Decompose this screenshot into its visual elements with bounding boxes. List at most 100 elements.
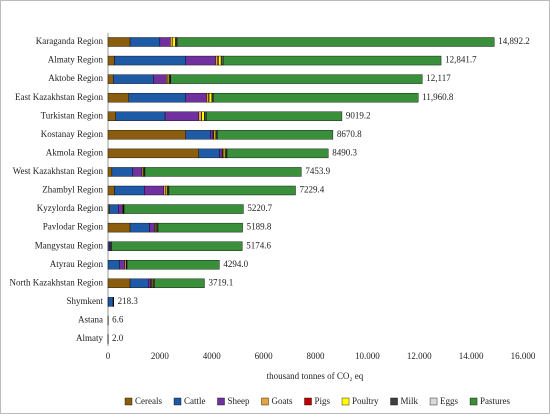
bar-segment bbox=[130, 223, 149, 232]
bar-segment bbox=[127, 260, 219, 269]
bar-segment bbox=[108, 279, 130, 288]
bar-segment bbox=[108, 260, 120, 269]
total-label: 12,841.7 bbox=[445, 55, 477, 65]
total-label: 7229.4 bbox=[300, 185, 325, 195]
bar-segment bbox=[148, 279, 151, 288]
legend-label: Eggs bbox=[440, 396, 458, 406]
y-tick-label: Turkistan Region bbox=[41, 110, 104, 120]
legend-label: Pastures bbox=[480, 396, 510, 406]
x-tick-label: 0 bbox=[106, 351, 111, 361]
bar-segment bbox=[165, 112, 199, 121]
legend-swatch bbox=[391, 398, 398, 405]
legend-swatch bbox=[470, 398, 477, 405]
bar-segment bbox=[129, 93, 186, 102]
legend-label: Sheep bbox=[228, 396, 250, 406]
bar-segment bbox=[218, 56, 221, 65]
y-tick-label: Akmola Region bbox=[46, 147, 104, 157]
total-label: 12,117 bbox=[426, 73, 451, 83]
bar-segment bbox=[214, 130, 216, 139]
total-label: 8490.3 bbox=[332, 147, 357, 157]
total-label: 218.3 bbox=[118, 296, 139, 306]
legend-label: Cattle bbox=[184, 396, 206, 406]
legend-label: Cereals bbox=[135, 396, 162, 406]
bar-segment bbox=[173, 38, 176, 47]
bar-segment bbox=[116, 112, 165, 121]
total-label: 2.0 bbox=[112, 333, 124, 343]
bar-segment bbox=[108, 149, 199, 158]
bar-segment bbox=[169, 186, 296, 195]
y-tick-label: Shymkent bbox=[66, 296, 103, 306]
y-tick-label: Atyrau Region bbox=[50, 259, 104, 269]
bar-segment bbox=[113, 75, 153, 84]
bar-segment bbox=[220, 149, 223, 158]
bar-segment bbox=[108, 186, 114, 195]
x-tick-label: 14.000 bbox=[459, 351, 484, 361]
bar-segment bbox=[154, 279, 204, 288]
bar-segment bbox=[145, 167, 301, 176]
bar-segment bbox=[108, 56, 114, 65]
total-label: 4294.0 bbox=[223, 259, 248, 269]
bar-segment bbox=[130, 279, 148, 288]
bar-segment bbox=[199, 112, 202, 121]
bar-segment bbox=[171, 75, 423, 84]
bar-segment bbox=[112, 167, 133, 176]
legend-swatch bbox=[305, 398, 312, 405]
bar-segment bbox=[144, 186, 163, 195]
legend-swatch bbox=[342, 398, 349, 405]
bar-segment bbox=[108, 112, 116, 121]
x-axis-label: thousand tonnes of CO₂ eq bbox=[267, 371, 364, 381]
bar-segment bbox=[150, 223, 155, 232]
bar-segment bbox=[214, 93, 418, 102]
bar-segment bbox=[130, 38, 160, 47]
y-tick-label: Kostanay Region bbox=[41, 129, 104, 139]
bar-segment bbox=[114, 186, 144, 195]
y-tick-label: Almaty bbox=[76, 333, 103, 343]
bar-segment bbox=[209, 93, 212, 102]
y-tick-label: Aktobe Region bbox=[48, 73, 103, 83]
bar-segment bbox=[225, 149, 227, 158]
bar-segment bbox=[133, 167, 142, 176]
total-label: 14,892.2 bbox=[498, 36, 530, 46]
bar-segment bbox=[207, 93, 209, 102]
bar-segment bbox=[202, 112, 205, 121]
bar-segment bbox=[120, 260, 125, 269]
legend-label: Pigs bbox=[315, 396, 331, 406]
bar-segment bbox=[186, 56, 216, 65]
bar-segment bbox=[166, 75, 168, 84]
bar-segment bbox=[178, 38, 495, 47]
bar-segment bbox=[223, 149, 225, 158]
bar-segment bbox=[223, 56, 441, 65]
y-tick-label: Mangystau Region bbox=[35, 240, 104, 250]
legend-label: Milk bbox=[401, 396, 419, 406]
bar-segment bbox=[227, 149, 328, 158]
bar-segment bbox=[108, 38, 130, 47]
total-label: 5220.7 bbox=[247, 203, 272, 213]
bar-segment bbox=[164, 186, 166, 195]
y-tick-label: West Kazakhstan Region bbox=[13, 166, 104, 176]
y-tick-label: East Kazakhstan Region bbox=[15, 92, 103, 102]
bar-segment bbox=[124, 205, 243, 214]
x-tick-label: 12.000 bbox=[407, 351, 432, 361]
bar-segment bbox=[210, 130, 213, 139]
x-tick-label: 6000 bbox=[255, 351, 274, 361]
x-tick-label: 10.000 bbox=[355, 351, 380, 361]
bar-segment bbox=[108, 75, 113, 84]
legend-label: Poultry bbox=[352, 396, 379, 406]
total-label: 6.6 bbox=[112, 315, 124, 325]
legend-swatch bbox=[125, 398, 132, 405]
legend-swatch bbox=[174, 398, 181, 405]
total-label: 9019.2 bbox=[346, 110, 371, 120]
total-label: 11,960.8 bbox=[422, 92, 454, 102]
bar-segment bbox=[186, 130, 211, 139]
x-tick-label: 8000 bbox=[307, 351, 326, 361]
y-tick-label: Astana bbox=[78, 315, 103, 325]
x-tick-label: 4000 bbox=[203, 351, 222, 361]
bar-segment bbox=[109, 205, 118, 214]
bar-segment bbox=[108, 130, 186, 139]
bar-segment bbox=[217, 130, 332, 139]
y-tick-label: Almaty Region bbox=[48, 55, 104, 65]
bar-segment bbox=[108, 167, 112, 176]
legend-swatch bbox=[430, 398, 437, 405]
y-tick-label: Zhambyl Region bbox=[42, 185, 103, 195]
